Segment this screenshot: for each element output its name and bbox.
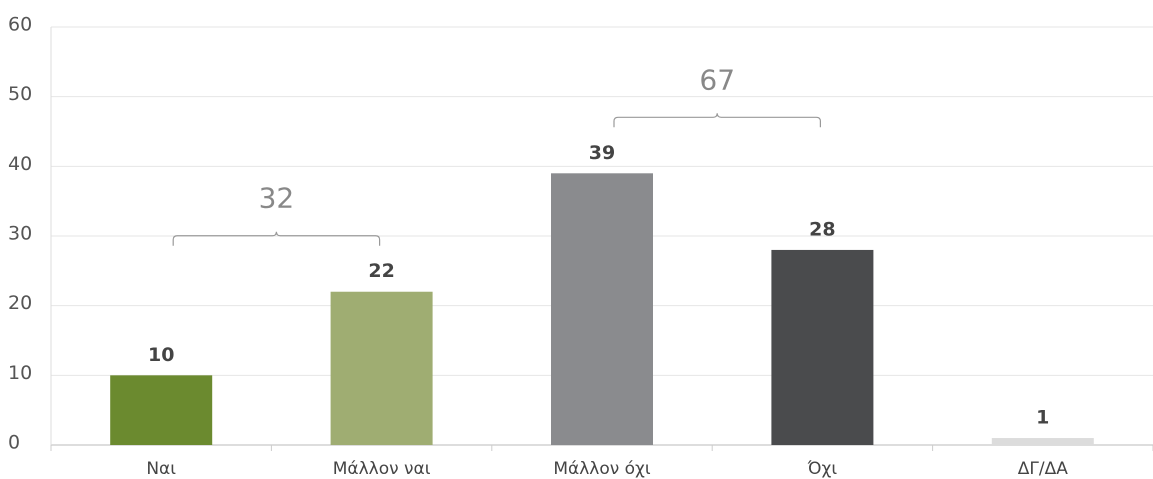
value-label: 22 <box>368 260 394 282</box>
y-tick-label: 20 <box>8 292 32 314</box>
bar <box>110 375 213 445</box>
y-tick-label: 10 <box>8 362 32 384</box>
annotation: 32 <box>259 182 295 215</box>
y-tick-label: 60 <box>8 14 32 36</box>
value-label: 39 <box>589 142 615 164</box>
annotation: 67 <box>699 63 735 96</box>
value-label: 1 <box>1036 407 1049 429</box>
x-tick-label: ΔΓ/ΔΑ <box>1018 459 1068 479</box>
y-tick-label: 0 <box>8 432 20 454</box>
bar <box>330 291 433 445</box>
y-tick-label: 50 <box>8 83 32 105</box>
x-tick-label: Όχι <box>807 459 838 479</box>
bar <box>991 438 1094 445</box>
y-tick-label: 40 <box>8 153 32 175</box>
bar <box>551 173 653 446</box>
x-tick-label: Μάλλον όχι <box>553 459 651 479</box>
bracket <box>172 231 381 246</box>
value-label: 28 <box>809 218 835 240</box>
y-tick-label: 30 <box>8 223 32 245</box>
bracket <box>613 113 821 128</box>
x-tick-label: Μάλλον ναι <box>333 459 431 479</box>
x-tick-label: Ναι <box>146 459 176 479</box>
bar <box>771 249 874 445</box>
value-label: 10 <box>148 344 174 366</box>
